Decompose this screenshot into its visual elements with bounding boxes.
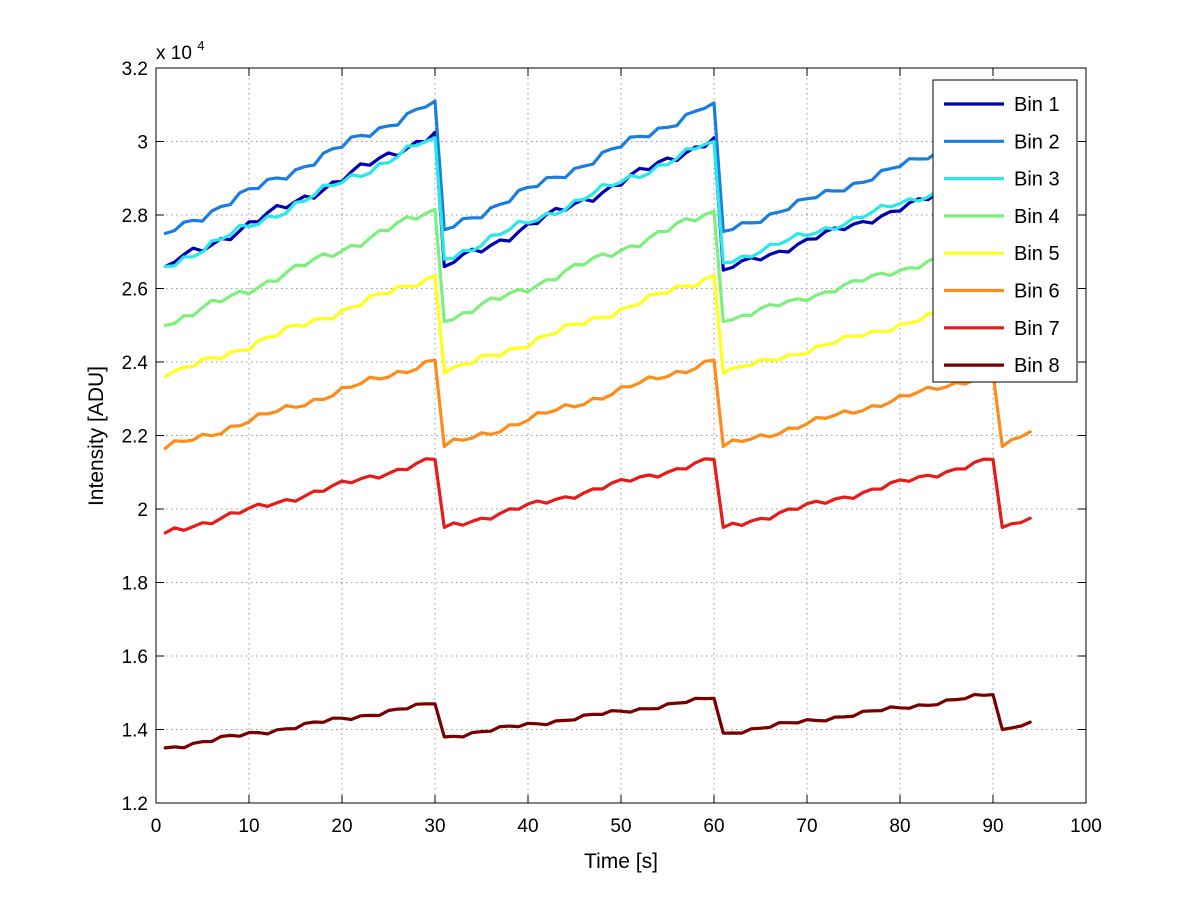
legend-entry: Bin 6	[944, 281, 1060, 303]
y-tick-label: 3.2	[122, 59, 148, 80]
y-axis-exponent-power: 4	[197, 38, 204, 53]
series-line-bin-8	[163, 692, 1032, 750]
y-tick-label: 1.6	[122, 647, 148, 668]
y-axis-exponent: x 10 4	[156, 38, 204, 64]
legend-label: Bin 2	[1014, 131, 1060, 153]
legend-entry: Bin 4	[944, 206, 1060, 228]
y-axis-label: Intensity [ADU]	[85, 366, 108, 506]
legend-label: Bin 6	[1014, 281, 1060, 303]
legend-entry: Bin 3	[944, 169, 1060, 191]
series-line-bin-2	[163, 99, 1032, 235]
axis-ticks	[155, 67, 1087, 804]
legend-label: Bin 7	[1014, 318, 1060, 340]
legend-entry: Bin 2	[944, 131, 1060, 153]
y-axis-exponent-base: x 10	[156, 43, 192, 64]
y-tick-label: 2.6	[122, 280, 148, 301]
series-line-bin-3	[163, 136, 1032, 269]
y-tick-label: 2.4	[122, 353, 149, 374]
x-tick-label: 40	[517, 816, 538, 837]
legend: Bin 1 Bin 2 Bin 3 Bin 4 Bin 5 Bin 6 Bin 7 Bin 8	[932, 79, 1078, 383]
legend-entry: Bin 7	[944, 318, 1060, 340]
legend-entry: Bin 1	[944, 94, 1060, 116]
y-tick-label: 1.2	[122, 794, 148, 815]
y-tick-label: 2	[137, 500, 148, 521]
series-line-bin-5	[163, 274, 1032, 379]
x-tick-label: 60	[703, 816, 724, 837]
y-tick-labels: 1.2 1.4 1.6 1.8 2 2.2 2.4 2.6 2.8 3 3.2	[122, 59, 149, 815]
x-tick-label: 30	[424, 816, 445, 837]
x-tick-label: 50	[610, 816, 631, 837]
series-lines	[163, 99, 1032, 750]
x-tick-label: 0	[151, 816, 162, 837]
x-tick-label: 70	[796, 816, 817, 837]
x-tick-label: 80	[889, 816, 910, 837]
x-tick-label: 20	[331, 816, 352, 837]
legend-label: Bin 3	[1014, 169, 1060, 191]
x-tick-label: 10	[238, 816, 259, 837]
y-tick-label: 1.8	[122, 574, 148, 595]
y-tick-label: 1.4	[122, 721, 149, 742]
series-line-bin-6	[163, 358, 1032, 450]
legend-label: Bin 4	[1014, 206, 1060, 228]
legend-entry: Bin 8	[944, 355, 1060, 377]
legend-label: Bin 8	[1014, 355, 1060, 377]
legend-label: Bin 1	[1014, 94, 1060, 116]
y-tick-label: 2.8	[122, 206, 148, 227]
legend-entries: Bin 1 Bin 2 Bin 3 Bin 4 Bin 5 Bin 6 Bin 7 Bin 8	[944, 94, 1060, 377]
legend-box	[932, 79, 1078, 383]
y-tick-label: 3	[137, 133, 148, 154]
x-axis-label: Time [s]	[584, 850, 658, 873]
legend-entry: Bin 5	[944, 243, 1060, 265]
grid-lines	[156, 68, 1086, 803]
x-tick-label: 100	[1070, 816, 1102, 837]
x-tick-labels: 0 10 20 30 40 50 60 70 80 90 100	[151, 816, 1102, 837]
series-line-bin-4	[163, 207, 1032, 327]
legend-label: Bin 5	[1014, 243, 1060, 265]
series-line-bin-7	[163, 457, 1032, 535]
y-tick-label: 2.2	[122, 427, 148, 448]
x-tick-label: 90	[982, 816, 1003, 837]
